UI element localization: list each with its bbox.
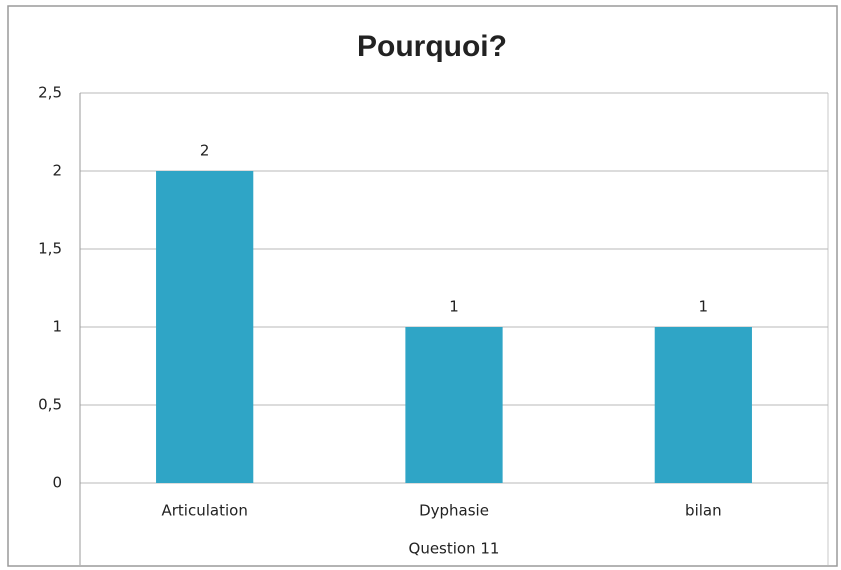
x-tick-label: Articulation <box>162 502 248 520</box>
y-tick-label: 0,5 <box>38 396 62 414</box>
data-label: 2 <box>200 142 210 160</box>
y-tick-label: 1,5 <box>38 240 62 258</box>
x-tick-label: Dyphasie <box>419 502 489 520</box>
chart-title: Pourquoi? <box>357 30 507 63</box>
y-tick-label: 2 <box>52 162 62 180</box>
bar <box>156 171 254 483</box>
data-label: 1 <box>449 298 459 316</box>
x-tick-label: bilan <box>685 502 722 520</box>
bar <box>405 327 503 483</box>
data-label: 1 <box>699 298 709 316</box>
bar <box>654 327 752 483</box>
x-axis-label: Question 11 <box>409 540 500 558</box>
y-tick-label: 1 <box>52 318 62 336</box>
y-tick-label: 0 <box>52 474 62 492</box>
y-tick-label: 2,5 <box>38 84 62 102</box>
